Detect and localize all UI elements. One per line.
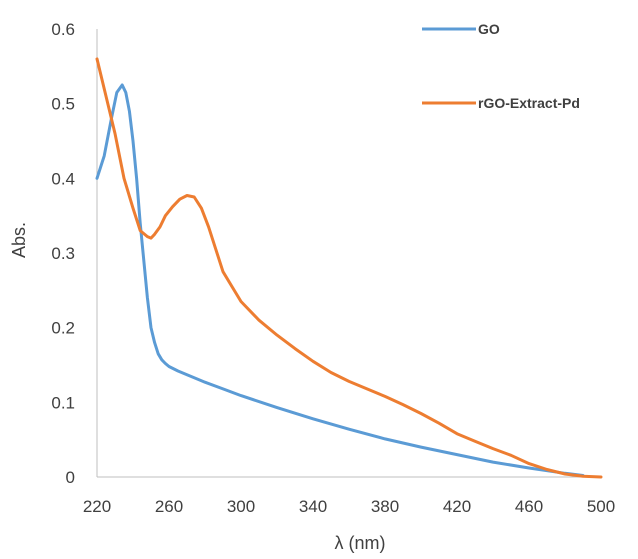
x-tick-label: 260 xyxy=(155,497,183,516)
y-tick-labels: 0 0.1 0.2 0.3 0.4 0.5 0.6 xyxy=(51,20,75,487)
axes xyxy=(96,29,601,478)
x-axis-title: λ (nm) xyxy=(335,533,386,553)
series-line-rgo-extract-pd xyxy=(95,57,603,479)
x-tick-label: 220 xyxy=(83,497,111,516)
y-tick-label: 0 xyxy=(66,468,75,487)
legend-label-go: GO xyxy=(478,21,500,37)
x-tick-label: 300 xyxy=(227,497,255,516)
legend: GO rGO-Extract-Pd xyxy=(422,21,580,111)
series-lines xyxy=(95,57,603,479)
legend-label-rgo-extract-pd: rGO-Extract-Pd xyxy=(478,95,580,111)
y-tick-label: 0.6 xyxy=(51,20,75,39)
x-tick-labels: 220 260 300 340 380 420 460 500 xyxy=(83,497,615,516)
x-tick-label: 500 xyxy=(587,497,615,516)
x-tick-label: 420 xyxy=(443,497,471,516)
x-tick-label: 460 xyxy=(515,497,543,516)
y-tick-label: 0.5 xyxy=(51,95,75,114)
y-tick-label: 0.2 xyxy=(51,319,75,338)
y-tick-label: 0.4 xyxy=(51,169,75,188)
y-tick-label: 0.1 xyxy=(51,393,75,412)
y-axis-title: Abs. xyxy=(9,222,29,258)
series-line-go xyxy=(95,83,585,477)
x-tick-label: 340 xyxy=(299,497,327,516)
y-tick-label: 0.3 xyxy=(51,244,75,263)
x-tick-label: 380 xyxy=(371,497,399,516)
